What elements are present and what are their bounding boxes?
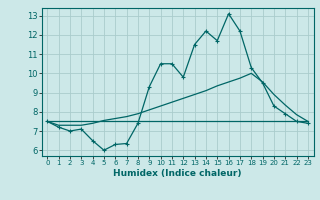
X-axis label: Humidex (Indice chaleur): Humidex (Indice chaleur) xyxy=(113,169,242,178)
